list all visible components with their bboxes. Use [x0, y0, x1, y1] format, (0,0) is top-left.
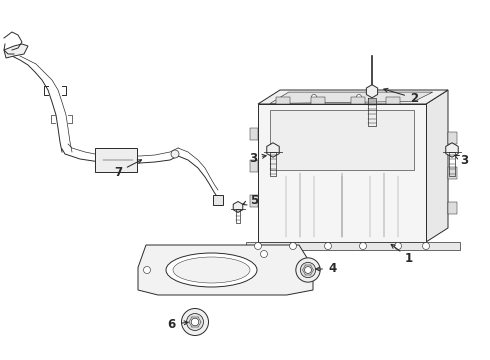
Bar — [213, 195, 223, 205]
Circle shape — [305, 266, 312, 274]
Text: 6: 6 — [168, 318, 188, 330]
Circle shape — [181, 309, 209, 336]
Circle shape — [261, 251, 268, 257]
Text: 5: 5 — [243, 194, 258, 207]
Circle shape — [187, 314, 203, 330]
Text: 3: 3 — [455, 153, 468, 166]
Polygon shape — [138, 245, 313, 295]
Bar — [448, 202, 457, 214]
Circle shape — [300, 266, 308, 274]
Polygon shape — [258, 90, 448, 104]
Circle shape — [394, 243, 401, 249]
Circle shape — [290, 243, 296, 249]
Polygon shape — [367, 85, 378, 98]
Circle shape — [171, 150, 179, 158]
Text: 4: 4 — [316, 262, 336, 275]
Ellipse shape — [166, 253, 257, 287]
Text: 1: 1 — [391, 244, 413, 265]
Bar — [448, 132, 457, 144]
Text: 7: 7 — [114, 160, 142, 179]
Bar — [448, 167, 457, 179]
Polygon shape — [270, 92, 433, 104]
Circle shape — [357, 95, 362, 99]
Circle shape — [254, 243, 262, 249]
Text: 3: 3 — [249, 152, 266, 165]
Bar — [351, 97, 365, 104]
Circle shape — [360, 243, 367, 249]
Circle shape — [300, 262, 316, 278]
Bar — [311, 97, 325, 104]
Bar — [258, 104, 426, 242]
Circle shape — [312, 95, 317, 99]
Circle shape — [422, 243, 430, 249]
Circle shape — [296, 258, 320, 282]
Polygon shape — [233, 202, 243, 212]
Bar — [95, 148, 137, 172]
Ellipse shape — [173, 257, 250, 283]
Circle shape — [324, 243, 332, 249]
Bar — [250, 195, 258, 207]
Polygon shape — [4, 44, 28, 58]
Circle shape — [144, 266, 150, 274]
Bar — [250, 129, 258, 140]
Polygon shape — [267, 143, 279, 157]
Polygon shape — [446, 143, 458, 157]
Circle shape — [191, 318, 199, 326]
Bar — [386, 97, 400, 104]
Bar — [276, 97, 290, 104]
Bar — [246, 242, 460, 250]
Polygon shape — [426, 90, 448, 242]
Bar — [270, 109, 414, 170]
Text: 2: 2 — [384, 88, 418, 104]
Bar — [250, 160, 258, 172]
